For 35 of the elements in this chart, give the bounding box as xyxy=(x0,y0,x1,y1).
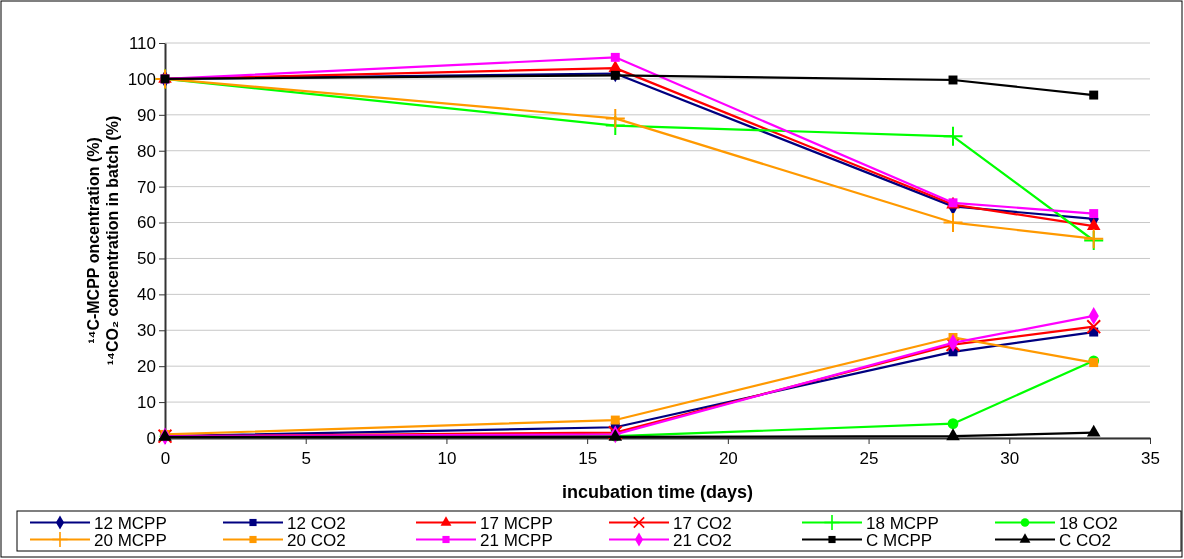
y-tick-label: 60 xyxy=(137,213,156,233)
x-tick-label: 0 xyxy=(160,449,171,468)
x-tick-label: 15 xyxy=(578,449,598,468)
y-tick-label: 30 xyxy=(137,321,156,341)
y-tick-label: 70 xyxy=(137,177,156,197)
legend-label: 21 MCPP xyxy=(480,530,553,550)
y-tick-label: 50 xyxy=(137,249,156,269)
x-tick-label: 5 xyxy=(301,449,311,468)
legend-label: 18 CO2 xyxy=(1059,513,1118,533)
x-axis-title: incubation time (days) xyxy=(561,482,754,502)
y-tick-label: 90 xyxy=(137,105,156,125)
text: ¹⁴C-MCPP oncentration (%) xyxy=(85,137,102,344)
y-tick-label: 110 xyxy=(128,33,156,53)
y-tick-label: 100 xyxy=(127,69,156,89)
legend-label: 20 CO2 xyxy=(287,530,346,550)
y-tick-label: 10 xyxy=(137,393,156,413)
y-tick-label: 20 xyxy=(137,357,156,377)
legend-label: 20 MCPP xyxy=(94,530,167,550)
y-tick-label: 80 xyxy=(137,141,156,161)
legend-label: 17 MCPP xyxy=(480,513,553,533)
text: ¹⁴CO₂ concentration in batch (%) xyxy=(104,115,121,366)
x-tick-label: 35 xyxy=(1141,449,1160,468)
legend-label: 17 CO2 xyxy=(673,513,732,533)
x-tick-label: 20 xyxy=(718,449,738,468)
legend-label: 12 CO2 xyxy=(287,513,346,533)
legend-label: 12 MCPP xyxy=(94,513,167,533)
x-tick-label: 25 xyxy=(859,449,879,468)
y-tick-label: 40 xyxy=(137,285,156,305)
legend-label: C CO2 xyxy=(1059,530,1111,550)
y-tick-label: 0 xyxy=(146,428,156,448)
legend-label: 18 MCPP xyxy=(866,513,939,533)
legend-label: 21 CO2 xyxy=(673,530,732,550)
legend-label: C MCPP xyxy=(866,530,933,550)
x-tick-label: 30 xyxy=(1000,449,1020,468)
x-tick-label: 10 xyxy=(437,449,457,468)
